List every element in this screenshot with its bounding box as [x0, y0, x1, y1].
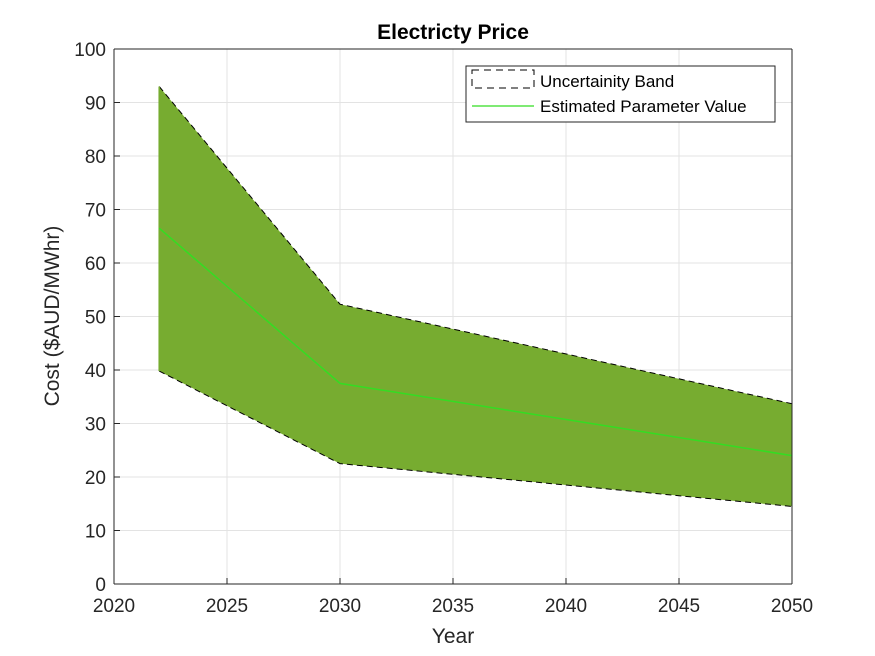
y-axis-label: Cost ($AUD/MWhr): [41, 226, 64, 407]
y-tick-label: 40: [85, 361, 106, 382]
x-tick-label: 2050: [771, 596, 813, 617]
uncertainty-band-lower-edge: [158, 370, 793, 507]
y-tick-label: 10: [85, 522, 106, 543]
plot-area: [158, 86, 793, 507]
y-tick-label: 20: [85, 468, 106, 489]
legend-estimate-label: Estimated Parameter Value: [540, 97, 747, 116]
axes: 2020 2025 2030 2035 2040 2045 2050010203040506…: [74, 40, 813, 617]
y-tick-label: 80: [85, 147, 106, 168]
uncertainty-band-area: [159, 86, 792, 507]
x-tick-label: 2035: [432, 596, 474, 617]
legend-band-swatch: [471, 69, 535, 89]
legend-band-label: Uncertainity Band: [540, 72, 674, 91]
y-tick-label: 0: [95, 575, 106, 596]
y-tick-label: 90: [85, 94, 106, 115]
y-tick-label: 70: [85, 201, 106, 222]
estimated-parameter-line: [158, 227, 793, 457]
x-tick-label: 2020: [93, 596, 135, 617]
x-tick-label: 2025: [206, 596, 248, 617]
y-tick-label: 60: [85, 254, 106, 275]
x-axis-label: Year: [432, 625, 474, 648]
uncertainty-band-upper-edge: [158, 86, 793, 405]
x-tick-label: 2040: [545, 596, 587, 617]
legend: Uncertainity Band Estimated Parameter Va…: [465, 65, 776, 123]
x-tick-label: 2045: [658, 596, 700, 617]
y-tick-label: 100: [74, 40, 106, 61]
x-tick-label: 2030: [319, 596, 361, 617]
y-tick-label: 50: [85, 308, 106, 329]
chart-title: Electricty Price: [377, 21, 529, 44]
y-tick-label: 30: [85, 415, 106, 436]
